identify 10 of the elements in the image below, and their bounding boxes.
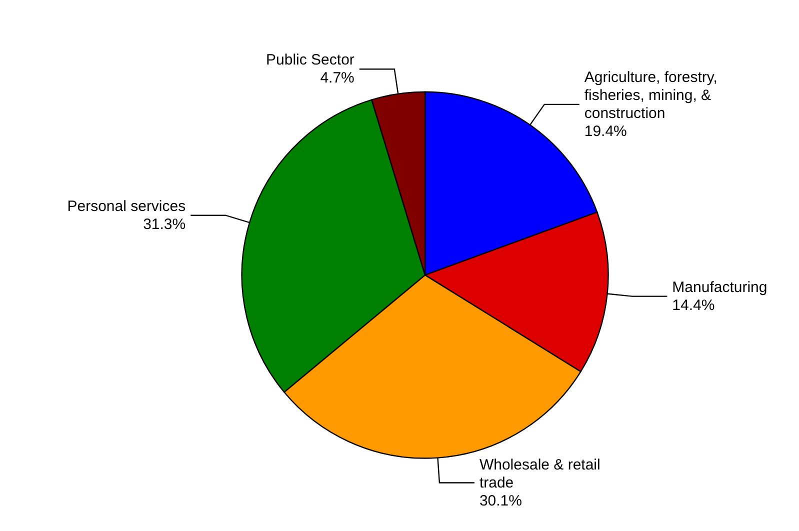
slice-label: Wholesale & retail trade xyxy=(479,456,605,492)
slice-label: Public Sector xyxy=(266,52,354,69)
data-label: 4.7% xyxy=(320,70,354,87)
data-label: 19.4% xyxy=(584,122,627,140)
slice-label: Agriculture, forestry, fisheries, mining, & construction xyxy=(584,68,722,122)
slice-label: Personal services xyxy=(67,198,186,215)
data-label: 30.1% xyxy=(479,492,522,510)
data-label: 14.4% xyxy=(672,296,715,314)
data-label: 31.3% xyxy=(143,216,186,233)
slice-label: Manufacturing xyxy=(672,278,768,296)
